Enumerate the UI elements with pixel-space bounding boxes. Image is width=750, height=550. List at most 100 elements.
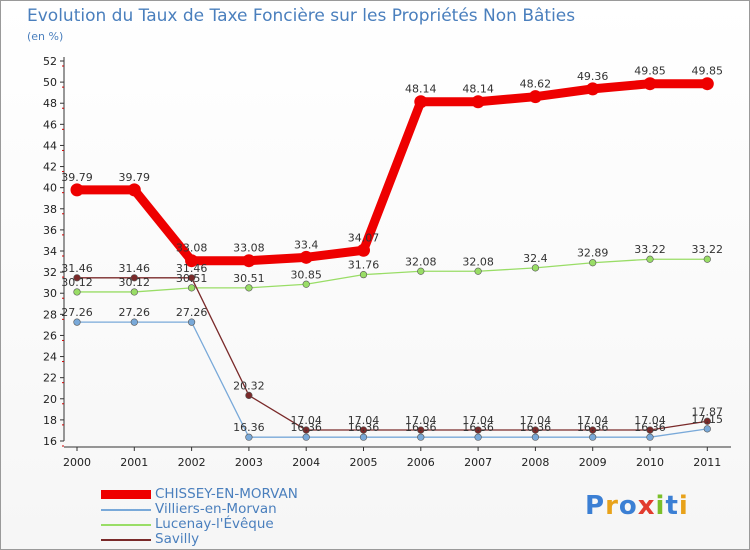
data-point[interactable] xyxy=(531,426,540,434)
data-label: 27.26 xyxy=(119,306,151,319)
x-tick-label: 2004 xyxy=(292,456,320,469)
data-point[interactable] xyxy=(302,433,310,441)
data-point[interactable] xyxy=(188,284,196,292)
data-label: 17.04 xyxy=(577,414,609,427)
data-label: 17.15 xyxy=(692,413,724,426)
data-point[interactable] xyxy=(359,433,368,441)
data-point[interactable] xyxy=(245,284,253,292)
data-point[interactable] xyxy=(188,318,196,326)
legend-swatch-lucenay xyxy=(101,524,151,526)
data-label: 30.12 xyxy=(119,276,151,289)
data-point[interactable] xyxy=(245,391,253,400)
data-label: 17.04 xyxy=(634,414,666,427)
data-point[interactable] xyxy=(245,433,253,441)
data-point[interactable] xyxy=(130,288,138,296)
data-label: 17.04 xyxy=(520,414,552,427)
x-tick-label: 2008 xyxy=(521,456,549,469)
data-point[interactable] xyxy=(589,259,597,267)
data-label: 16.36 xyxy=(290,421,322,434)
data-point[interactable] xyxy=(357,243,370,257)
data-label: 33.08 xyxy=(233,242,265,255)
y-tick-label: 30 xyxy=(43,287,57,300)
data-point[interactable] xyxy=(700,77,714,91)
data-point[interactable] xyxy=(302,280,310,288)
data-point[interactable] xyxy=(589,426,597,434)
data-point[interactable] xyxy=(589,433,597,441)
data-label: 30.12 xyxy=(61,276,93,289)
data-point[interactable] xyxy=(302,426,310,434)
data-point[interactable] xyxy=(130,274,138,282)
data-point[interactable] xyxy=(359,271,368,279)
data-label: 27.26 xyxy=(176,306,208,319)
data-label: 20.32 xyxy=(233,379,265,392)
y-tick-label: 48 xyxy=(43,97,57,110)
data-point[interactable] xyxy=(73,288,81,296)
data-label: 30.51 xyxy=(233,272,265,285)
data-point[interactable] xyxy=(531,264,540,272)
legend-label-villiers: Villiers-en-Morvan xyxy=(155,501,277,517)
data-point[interactable] xyxy=(73,318,81,326)
data-label: 39.79 xyxy=(61,171,93,184)
data-label: 16.36 xyxy=(462,421,494,434)
data-label: 17.04 xyxy=(348,414,380,427)
data-point[interactable] xyxy=(471,95,485,109)
data-point[interactable] xyxy=(185,254,199,268)
series-layer xyxy=(70,77,714,441)
data-point[interactable] xyxy=(646,426,654,434)
data-label: 31.46 xyxy=(176,262,208,275)
data-point[interactable] xyxy=(417,433,425,441)
unit-label: (en %) xyxy=(27,30,64,43)
y-tick-label: 18 xyxy=(43,414,57,427)
data-point[interactable] xyxy=(474,426,482,434)
chart-title: Evolution du Taux de Taxe Foncière sur l… xyxy=(27,6,576,26)
data-point[interactable] xyxy=(703,425,711,433)
data-point[interactable] xyxy=(646,255,654,263)
data-point[interactable] xyxy=(703,417,711,425)
y-tick-label: 34 xyxy=(43,245,57,258)
data-point[interactable] xyxy=(359,426,368,434)
y-tick-label: 16 xyxy=(43,435,57,448)
data-point[interactable] xyxy=(299,250,313,264)
legend-label-chissey: CHISSEY-EN-MORVAN xyxy=(155,486,298,502)
data-label: 49.85 xyxy=(692,65,724,78)
y-tick-label: 46 xyxy=(43,118,57,131)
y-tick-label: 52 xyxy=(43,55,57,68)
data-label: 16.36 xyxy=(520,421,552,434)
y-tick-label: 24 xyxy=(43,351,57,364)
data-point[interactable] xyxy=(643,77,657,91)
data-point[interactable] xyxy=(474,433,482,441)
data-point[interactable] xyxy=(703,255,711,263)
data-label: 33.22 xyxy=(692,243,724,256)
data-point[interactable] xyxy=(73,274,81,282)
data-label: 48.62 xyxy=(520,78,552,91)
y-tick-label: 42 xyxy=(43,161,57,174)
data-point[interactable] xyxy=(70,183,84,197)
y-tick-label: 28 xyxy=(43,308,57,321)
data-point[interactable] xyxy=(528,90,542,104)
series-line-3 xyxy=(76,277,708,431)
data-labels-layer: 39.79 39.79 33.08 33.08 33.4 34.07 48.14 48.14 4… xyxy=(61,65,723,435)
data-point[interactable] xyxy=(127,183,141,197)
x-tick-label: 2001 xyxy=(120,456,148,469)
axes: 16 18 20 22 24 26 28 30 32 34 36 38 40 42 44 46 48 50 52 20… xyxy=(43,55,731,469)
data-point[interactable] xyxy=(646,433,654,441)
data-label: 31.76 xyxy=(348,259,380,272)
data-label: 32.08 xyxy=(405,255,437,268)
data-label: 33.08 xyxy=(176,242,208,255)
data-point[interactable] xyxy=(417,426,425,434)
x-tick-label: 2007 xyxy=(464,456,492,469)
data-point[interactable] xyxy=(474,267,482,275)
legend-label-savilly: Savilly xyxy=(155,531,200,547)
data-point[interactable] xyxy=(242,254,256,268)
data-point[interactable] xyxy=(188,274,196,282)
data-point[interactable] xyxy=(130,318,138,326)
data-point[interactable] xyxy=(531,433,540,441)
data-label: 30.51 xyxy=(176,272,208,285)
data-point[interactable] xyxy=(586,82,600,96)
data-point[interactable] xyxy=(414,95,428,109)
proxiti-logo: Proxiti xyxy=(585,491,689,521)
data-point[interactable] xyxy=(417,267,425,275)
data-label: 49.85 xyxy=(634,65,666,78)
y-tick-label: 38 xyxy=(43,203,57,216)
